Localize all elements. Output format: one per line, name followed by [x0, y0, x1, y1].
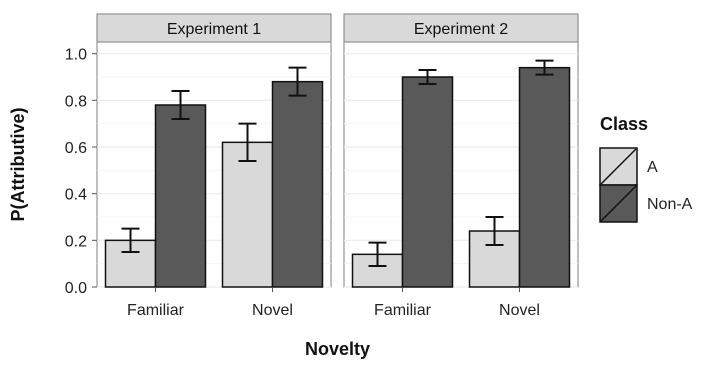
legend-label: A: [647, 159, 658, 176]
x-tick-label: Novel: [499, 302, 540, 319]
legend-key-slash: [600, 148, 637, 185]
x-tick-label: Familiar: [374, 302, 432, 319]
facet-strip: [343, 13, 579, 43]
y-tick-label: 0.6: [65, 140, 87, 157]
legend-title: Class: [600, 114, 648, 134]
y-tick-label: 0.4: [65, 187, 87, 204]
y-tick-label: 0.2: [65, 233, 87, 250]
y-tick-label: 1.0: [65, 47, 87, 64]
y-tick-label: 0.0: [65, 280, 87, 297]
bar-a: [221, 141, 274, 288]
facet-strip-title: Experiment 1: [167, 21, 261, 38]
legend-label: Non-A: [647, 196, 693, 213]
x-tick-label: Novel: [252, 302, 293, 319]
x-axis-title: Novelty: [305, 339, 370, 359]
bar-non-a: [518, 66, 571, 288]
bar-non-a: [401, 76, 454, 288]
bar-non-a: [271, 80, 324, 288]
legend-key-slash: [600, 185, 637, 222]
facet-strip-title: Experiment 2: [414, 21, 508, 38]
x-tick-label: Familiar: [127, 302, 185, 319]
bar-non-a: [154, 104, 207, 288]
y-tick-label: 0.8: [65, 93, 87, 110]
y-axis-title: P(Attributive): [8, 108, 28, 222]
facet-strip: [96, 13, 332, 43]
